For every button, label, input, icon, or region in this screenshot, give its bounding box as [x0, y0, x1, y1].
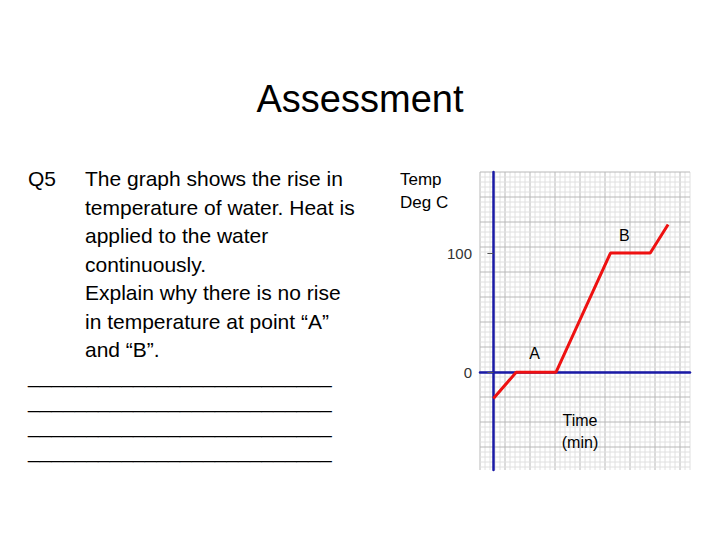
html-text:Temp Deg C: Temp Deg C — [400, 170, 449, 212]
html-text:Assessment: Assessment — [256, 78, 464, 120]
html-text:continuously.: continuously. — [85, 252, 206, 276]
html-text:Q5: Q5 — [28, 167, 56, 190]
svg-text:100: 100 — [447, 245, 472, 262]
html-text:and “B”.: and “B”. — [85, 338, 160, 361]
html-text:Time (min): Time (min) — [561, 412, 599, 451]
html-text:temperature of water. Heat is: temperature of water. Heat is — [85, 195, 355, 219]
html-text:in temperature at point “A”: in temperature at point “A” — [85, 309, 329, 333]
svg-text:0: 0 — [464, 364, 472, 381]
html-text:The graph shows the rise in: The graph shows the rise in — [85, 167, 343, 190]
svg-text:B: B — [619, 227, 630, 244]
svg-text:A: A — [529, 345, 540, 362]
html-text:applied to the water: applied to the water — [85, 224, 269, 247]
html-text:Explain why there is no rise: Explain why there is no rise — [85, 281, 341, 304]
